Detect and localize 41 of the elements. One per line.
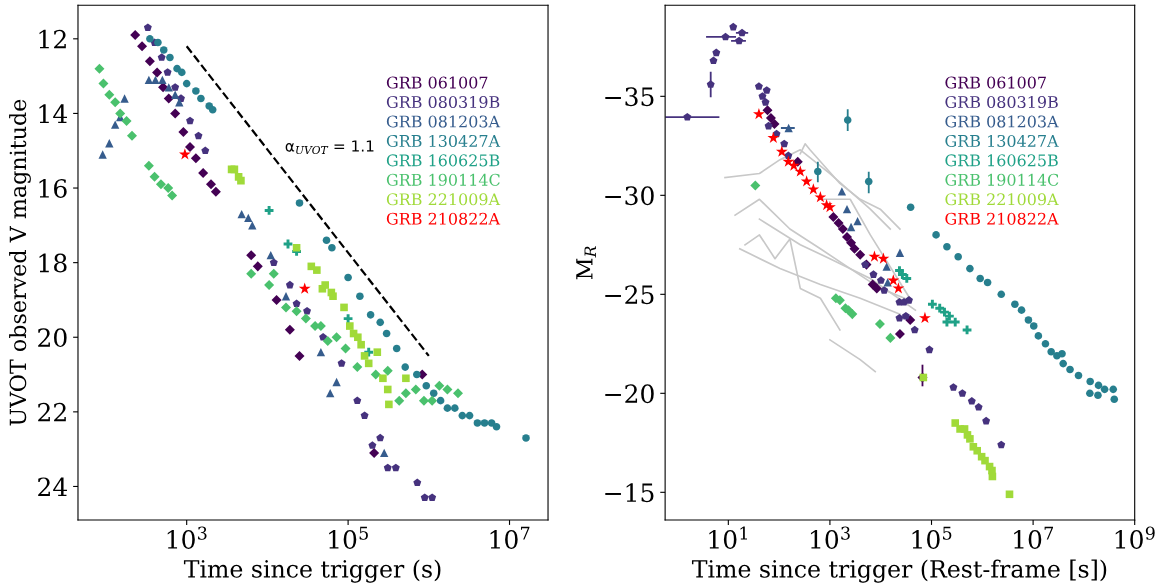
- y-tick-label: 14: [39, 104, 68, 123]
- text: GRB 061007: [386, 76, 488, 89]
- text: GRB 080319B: [386, 95, 500, 109]
- text: GRB 190114C: [386, 173, 500, 186]
- x-tick-label: 10$^{7}$: [490, 526, 530, 549]
- x-tick-label: 10$^{1}$: [709, 526, 748, 549]
- y-axis-title: UVOT observed V magnitude: [9, 99, 31, 426]
- y-tick-label: 22: [38, 402, 66, 422]
- text: GRB 190114C: [945, 173, 1059, 186]
- x-axis-title: Time since trigger (Rest-frame [s]): [691, 559, 1107, 583]
- annotation: α$_{UVOT}$ = 1.1: [285, 140, 374, 155]
- text: GRB 210822A: [945, 212, 1059, 225]
- y-tick-label: 12: [39, 29, 66, 49]
- y-tick-label: −30: [605, 186, 654, 206]
- y-tick-label: 24: [38, 477, 68, 496]
- text: GRB 221009A: [386, 193, 501, 206]
- y-tick-label: −25: [605, 285, 654, 305]
- text: GRB 130427A: [386, 134, 501, 147]
- text: GRB 130427A: [945, 134, 1059, 147]
- x-tick-label: 10$^{3}$: [810, 526, 850, 549]
- text: GRB 221009A: [945, 193, 1059, 206]
- text: GRB 081203A: [945, 115, 1059, 128]
- y-tick-label: −20: [605, 384, 654, 404]
- x-axis-title: Time since trigger (s): [183, 559, 441, 583]
- text: GRB 160625B: [386, 154, 500, 167]
- y-tick-label: 20: [38, 328, 67, 348]
- x-tick-label: 10$^{3}$: [167, 526, 207, 549]
- y-tick-label: −15: [605, 483, 654, 503]
- y-axis-title: M$_{R}$: [576, 246, 596, 280]
- x-tick-label: 10$^{7}$: [1014, 526, 1054, 549]
- text: GRB 080319B: [945, 95, 1058, 109]
- x-tick-label: 10$^{5}$: [329, 526, 368, 549]
- text: GRB 061007: [945, 76, 1046, 89]
- x-tick-label: 10$^{5}$: [912, 526, 952, 549]
- x-tick-label: 10$^{9}$: [1115, 526, 1155, 549]
- y-tick-label: 18: [39, 253, 67, 273]
- text: GRB 160625B: [945, 154, 1058, 167]
- text: GRB 210822A: [386, 212, 501, 225]
- y-tick-label: 16: [39, 178, 67, 198]
- y-tick-label: −35: [605, 87, 654, 107]
- text: GRB 081203A: [386, 115, 501, 128]
